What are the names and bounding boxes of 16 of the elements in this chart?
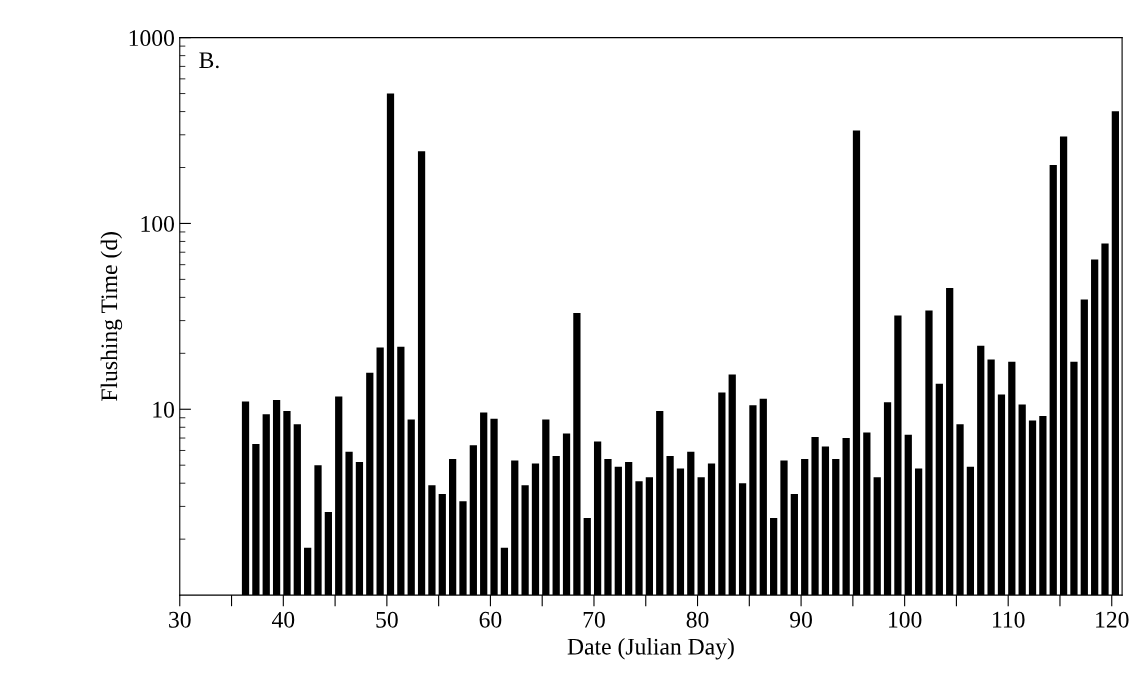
annotation: B. — [199, 52, 219, 69]
x-tick-label: 70 — [583, 611, 605, 628]
y-tick-label: 100 — [141, 215, 174, 232]
x-tick-label: 30 — [169, 611, 191, 628]
x-tick-label: 120 — [1096, 611, 1129, 628]
x-axis-title: Date (Julian Day) — [567, 638, 734, 660]
y-tick-label: 1000 — [129, 30, 174, 47]
x-tick-label: 90 — [790, 611, 812, 628]
x-tick-label: 100 — [889, 611, 922, 628]
x-tick-label: 110 — [993, 611, 1025, 628]
y-axis-title: Flushing Time (d) — [100, 232, 123, 401]
y-tick-label: 10 — [153, 401, 174, 418]
x-tick-label: 60 — [479, 611, 502, 628]
x-tick-label: 40 — [271, 611, 295, 628]
x-tick-label: 80 — [686, 611, 709, 628]
x-tick-label: 50 — [376, 611, 398, 628]
